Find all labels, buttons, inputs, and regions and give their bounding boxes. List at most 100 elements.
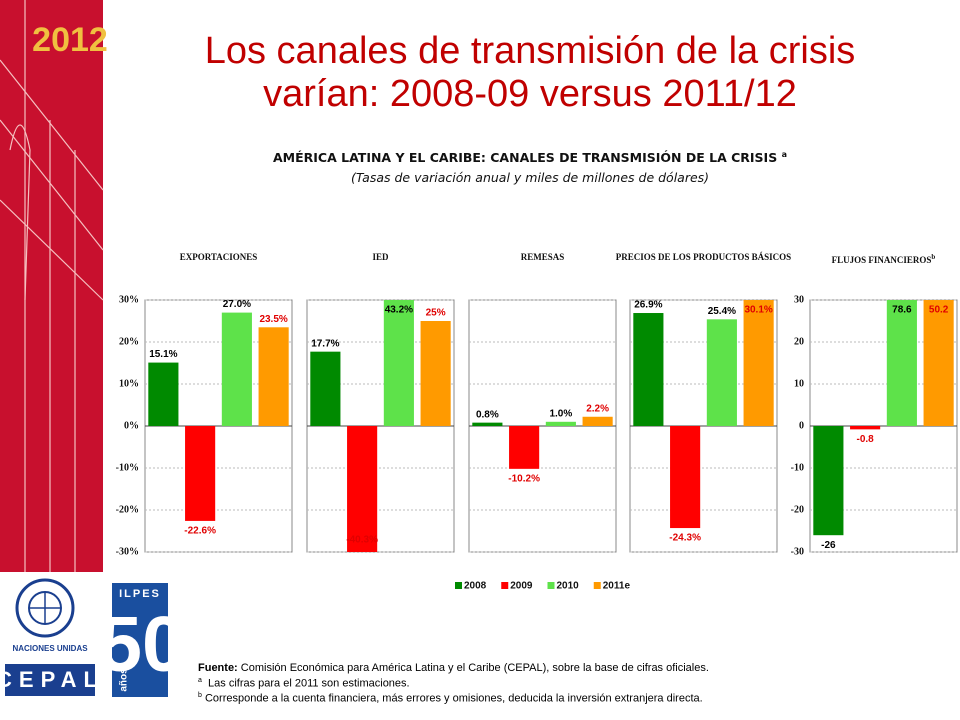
panel-title-note: b [931,253,936,261]
value-label: 2.2% [586,403,609,414]
figure-title: AMÉRICA LATINA Y EL CARIBE: CANALES DE T… [130,150,930,165]
value-label: 17.7% [311,338,339,349]
note-line: b Corresponde a la cuenta financiera, má… [198,690,709,705]
bar [706,319,737,426]
legend-swatch [501,582,509,589]
bar [185,426,216,521]
cepal-box [5,664,95,696]
bar [148,362,179,426]
ilpes-name: ILPES [119,588,161,600]
value-label: 30.1% [744,305,772,316]
y-tick-label: 20% [119,336,139,347]
footer: Fuente: Comisión Económica para América … [198,662,709,705]
value-label: 43.2% [385,305,413,316]
value-label: 25.4% [708,306,736,317]
y-tick-label: 20 [794,336,804,347]
bar [383,300,414,426]
source-text: Comisión Económica para América Latina y… [240,662,709,674]
bar [582,416,613,426]
ilpes-anos: años [119,668,130,692]
value-label: -24.3% [669,533,701,544]
ilpes-50: 50 [99,600,186,688]
note-mark: a [198,676,202,684]
panel-title-text: IED [372,252,389,262]
bar [545,421,576,426]
bar [633,313,664,426]
bar [258,327,289,426]
value-label: 1.0% [549,408,572,419]
value-label: -22.6% [184,526,216,537]
y-tick-label: 0 [799,420,804,431]
y-tick-label: 0% [124,420,139,431]
note-text: Las cifras para el 2011 son estimaciones… [208,677,410,690]
y-tick-label: 30 [794,294,804,305]
un-emblem [15,578,75,638]
value-label: -26 [821,540,836,551]
note-text: Corresponde a la cuenta financiera, más … [204,692,703,705]
panel-title: FLUJOS FINANCIEROSb [795,252,960,266]
y-tick-label: 30% [119,294,139,305]
ilpes-box [112,583,168,697]
bar [347,426,378,552]
note-mark: b [198,691,202,699]
bar [310,351,341,426]
value-label: 15.1% [149,349,177,360]
slide-title: Los canales de transmisión de la crisis … [204,30,856,115]
sidebar-year: 2012 [32,21,108,59]
sidebar-lines [0,0,104,572]
bar [472,422,503,426]
bar [923,300,954,426]
value-label: 27.0% [223,299,251,310]
source-line: Fuente: Comisión Económica para América … [198,662,709,675]
figure-title-note: a [781,150,787,159]
sidebar-band [0,0,103,572]
bar [509,426,540,469]
legend-label: 2011e [603,581,631,592]
bar [850,426,881,430]
legend-swatch [547,582,555,589]
bar [670,426,701,529]
y-tick-label: -10% [116,462,139,473]
panel-title-text: REMESAS [520,252,565,262]
panel-title-text: FLUJOS FINANCIEROS [831,255,932,265]
bar [813,426,844,536]
panel-title: EXPORTACIONES [130,252,307,263]
figure-title-text: AMÉRICA LATINA Y EL CARIBE: CANALES DE T… [273,150,778,166]
bar [886,300,917,426]
un-name: NACIONES UNIDAS [12,644,88,653]
y-tick-label: 10% [119,378,139,389]
y-tick-label: -30% [116,546,139,557]
y-tick-label: -20 [791,504,804,515]
bar [420,321,451,426]
legend-label: 2009 [510,581,533,592]
panel-title: IED [292,252,469,263]
value-label: 0.8% [476,409,499,420]
value-label: 23.5% [259,314,287,325]
bar [743,300,774,426]
y-tick-label: -30 [791,546,804,557]
value-label: 25% [426,308,446,319]
figure-subtitle: (Tasas de variación anual y miles de mil… [350,170,710,185]
value-label: 50.2 [929,305,949,316]
panel-title: REMESAS [454,252,631,263]
bar [221,312,252,426]
legend-swatch [455,582,462,589]
note-line: a Las cifras para el 2011 son estimacion… [198,675,709,690]
legend-label: 2008 [464,581,487,592]
legend-label: 2010 [557,581,580,592]
panel-title-text: EXPORTACIONES [179,252,258,262]
y-tick-label: 10 [794,378,804,389]
panel-title-text: PRECIOS DE LOS PRODUCTOS BÁSICOS [615,252,792,262]
panel-title: PRECIOS DE LOS PRODUCTOS BÁSICOS [615,252,792,263]
value-label: 78.6 [892,305,912,316]
y-tick-label: -20% [116,504,139,515]
value-label: 26.9% [634,300,662,311]
value-label: -40.3% [346,535,378,546]
source-label: Fuente: [198,662,238,674]
y-tick-label: -10 [791,462,804,473]
legend-swatch [593,582,601,589]
cepal-name: CEPAL [0,667,104,692]
value-label: -0.8 [857,434,875,445]
